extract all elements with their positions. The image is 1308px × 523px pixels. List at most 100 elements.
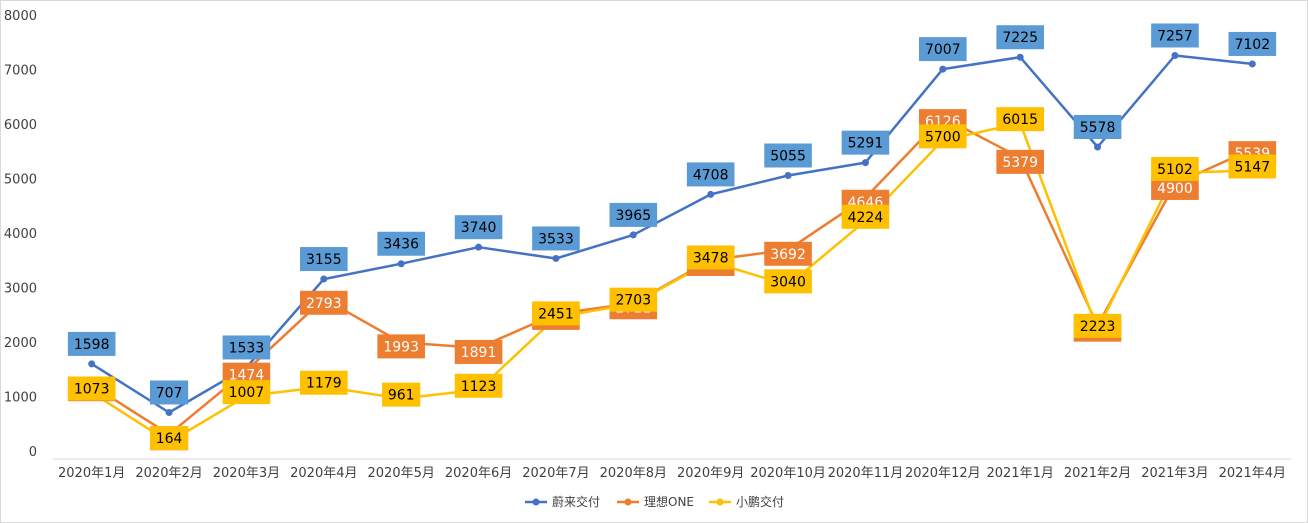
data-label-box bbox=[1073, 114, 1122, 139]
data-label: 5055 bbox=[764, 143, 812, 168]
data-label-box bbox=[300, 290, 348, 315]
data-label: 5291 bbox=[841, 130, 890, 155]
data-label-text: 5578 bbox=[1080, 120, 1116, 136]
x-tick-label: 2020年6月 bbox=[445, 466, 512, 481]
data-point bbox=[784, 172, 792, 180]
data-label-text: 164 bbox=[156, 431, 183, 447]
data-label-box bbox=[996, 25, 1044, 50]
data-label-text: 3436 bbox=[383, 237, 419, 253]
x-tick-label: 2021年3月 bbox=[1141, 466, 1208, 481]
data-label-text: 1598 bbox=[74, 337, 110, 353]
legend-label: 小鹏交付 bbox=[736, 494, 784, 509]
data-label: 5700 bbox=[919, 124, 967, 149]
data-label-box bbox=[149, 426, 189, 451]
data-label-text: 5147 bbox=[1234, 159, 1270, 175]
data-label-box bbox=[1228, 154, 1277, 179]
data-label: 3692 bbox=[764, 241, 812, 266]
data-label: 4224 bbox=[841, 204, 890, 229]
y-tick-label: 2000 bbox=[4, 336, 37, 351]
data-label-text: 7257 bbox=[1157, 28, 1193, 44]
data-label-text: 4708 bbox=[693, 167, 729, 183]
data-label-text: 3040 bbox=[770, 274, 806, 290]
data-label-box bbox=[609, 287, 658, 312]
y-tick-label: 6000 bbox=[4, 118, 37, 133]
data-label: 4708 bbox=[686, 162, 735, 187]
y-axis: 0 1000 2000 3000 4000 5000 6000 7000 8000 bbox=[4, 9, 37, 460]
y-tick-label: 8000 bbox=[4, 9, 37, 24]
y-tick-label: 4000 bbox=[4, 227, 37, 242]
data-point bbox=[861, 159, 869, 167]
data-label: 707 bbox=[149, 380, 189, 405]
data-label-text: 5291 bbox=[848, 136, 884, 152]
data-label-box bbox=[841, 130, 890, 155]
data-label: 1007 bbox=[222, 380, 271, 405]
x-tick-label: 2020年5月 bbox=[368, 466, 435, 481]
data-point bbox=[939, 65, 947, 73]
data-label: 7102 bbox=[1228, 31, 1277, 56]
x-axis: 2020年1月 2020年2月 2020年3月 2020年4月 2020年5月 2020年… bbox=[53, 458, 1291, 481]
data-label-box bbox=[686, 245, 735, 270]
data-label-box bbox=[609, 202, 658, 227]
legend-item: 蔚来交付 bbox=[525, 494, 600, 509]
data-label: 3436 bbox=[377, 231, 425, 256]
series-line-1 bbox=[91, 54, 1253, 414]
data-label-box bbox=[919, 124, 967, 149]
series-line-3 bbox=[91, 121, 1253, 444]
x-tick-label: 2020年9月 bbox=[677, 466, 744, 481]
data-label-text: 961 bbox=[388, 388, 415, 404]
data-label: 1993 bbox=[377, 334, 425, 359]
y-tick-label: 1000 bbox=[4, 391, 37, 406]
data-label-text: 1993 bbox=[383, 339, 419, 355]
data-label-box bbox=[377, 334, 425, 359]
data-label-box bbox=[919, 37, 967, 62]
data-label-text: 3155 bbox=[306, 252, 342, 268]
data-label-box bbox=[532, 226, 580, 251]
data-label: 2223 bbox=[1073, 313, 1122, 338]
x-tick-label: 2020年8月 bbox=[600, 466, 667, 481]
data-label-box bbox=[1151, 156, 1199, 181]
data-label: 1123 bbox=[454, 373, 503, 398]
data-label: 6015 bbox=[996, 107, 1044, 132]
y-tick-label: 3000 bbox=[4, 282, 37, 297]
data-label-box bbox=[222, 335, 271, 360]
x-tick-label: 2021年4月 bbox=[1219, 466, 1286, 481]
data-point bbox=[1171, 51, 1179, 59]
data-label: 3040 bbox=[764, 269, 812, 294]
data-label: 1073 bbox=[67, 376, 116, 401]
legend: 蔚来交付 理想ONE 小鹏交付 bbox=[525, 494, 784, 509]
data-label: 1891 bbox=[454, 339, 503, 364]
legend-label: 蔚来交付 bbox=[552, 494, 600, 509]
data-point bbox=[320, 275, 328, 283]
data-label-box bbox=[300, 370, 348, 395]
data-label-box bbox=[1073, 313, 1122, 338]
legend-swatch-marker bbox=[624, 498, 632, 506]
data-label-text: 5379 bbox=[1002, 155, 1038, 171]
data-label-box bbox=[454, 215, 503, 240]
data-label-text: 5102 bbox=[1157, 162, 1193, 178]
data-label: 1179 bbox=[300, 370, 348, 395]
data-label-text: 2793 bbox=[306, 296, 342, 312]
data-label-box bbox=[996, 107, 1044, 132]
data-label: 5147 bbox=[1228, 154, 1277, 179]
data-label-text: 1007 bbox=[229, 385, 265, 401]
data-label-text: 3692 bbox=[770, 247, 806, 263]
series-lines bbox=[91, 54, 1253, 444]
data-label-text: 707 bbox=[156, 385, 183, 401]
data-point bbox=[707, 190, 715, 198]
data-point bbox=[629, 231, 637, 239]
data-point bbox=[88, 360, 96, 368]
x-tick-label: 2020年3月 bbox=[213, 466, 280, 481]
data-label-text: 3740 bbox=[461, 220, 497, 236]
data-label-box bbox=[382, 382, 421, 407]
data-label: 961 bbox=[382, 382, 421, 407]
data-label-text: 1123 bbox=[461, 379, 497, 395]
x-tick-label: 2020年4月 bbox=[290, 466, 357, 481]
data-label-text: 4900 bbox=[1157, 181, 1193, 197]
data-label-box bbox=[764, 241, 812, 266]
data-point bbox=[397, 260, 405, 268]
data-label: 3965 bbox=[609, 202, 658, 227]
data-label: 1533 bbox=[222, 335, 271, 360]
data-point bbox=[1016, 53, 1024, 61]
